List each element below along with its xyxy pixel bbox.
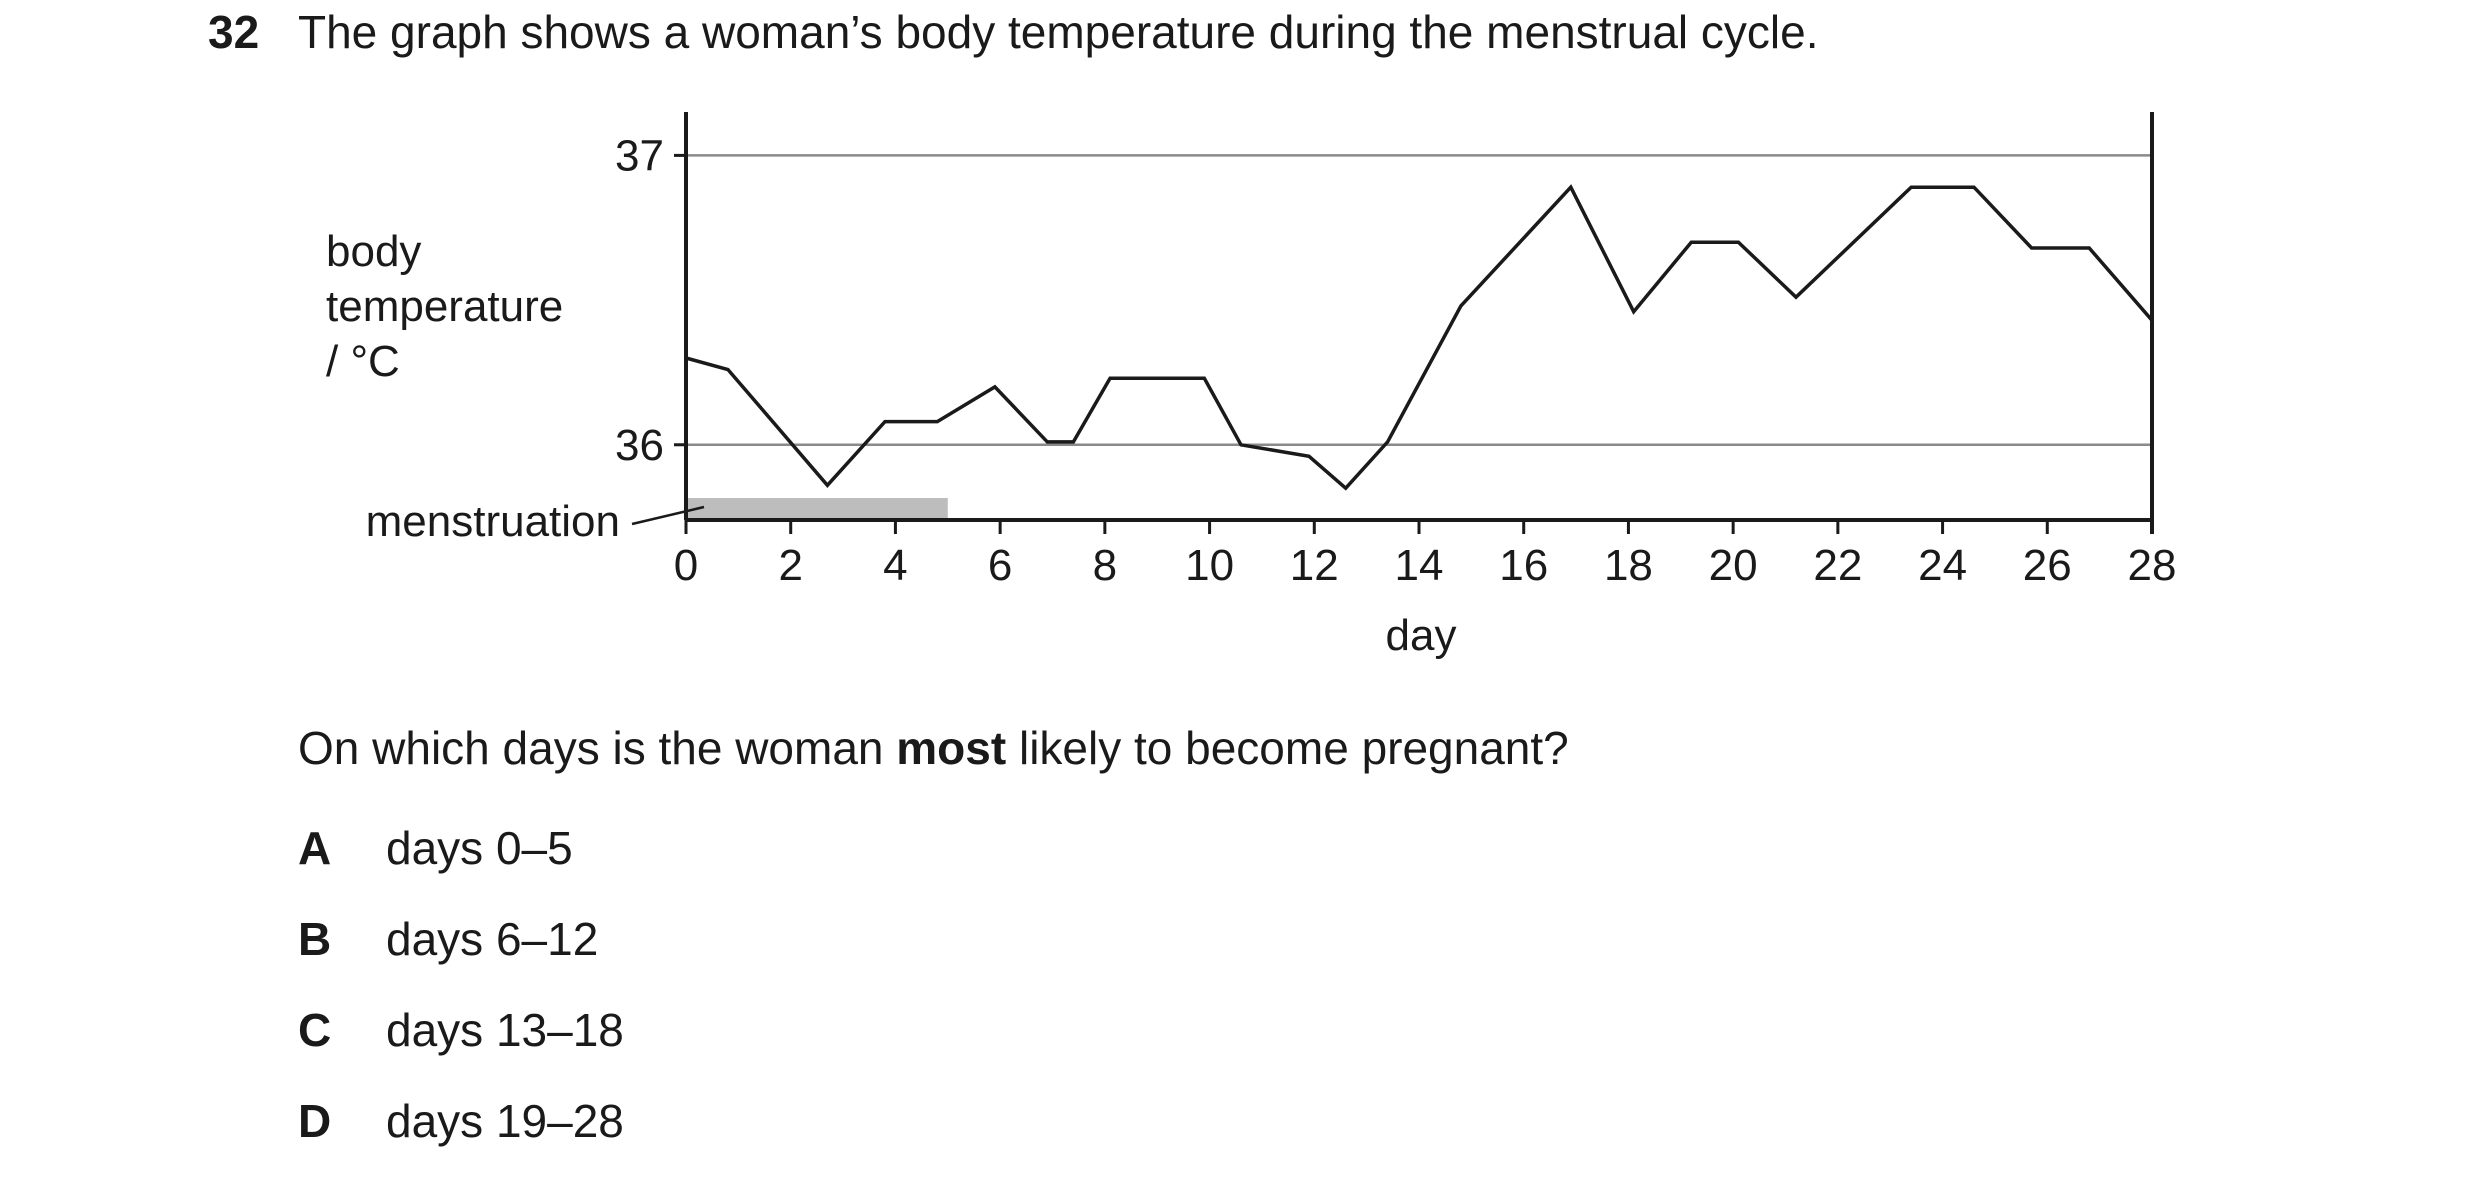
x-tick-label-14: 14: [1395, 541, 1444, 590]
y-tick-label-37: 37: [615, 131, 664, 180]
x-tick-label-0: 0: [674, 541, 698, 590]
prompt-start: On which days is the woman: [298, 722, 897, 774]
x-tick-label-4: 4: [883, 541, 907, 590]
menstruation-label: menstruation: [366, 497, 620, 546]
x-tick-label-16: 16: [1499, 541, 1548, 590]
temperature-line-0: [685, 184, 2154, 491]
option-text: days 6–12: [386, 913, 599, 965]
y-axis-label-line-2: / °C: [326, 337, 400, 386]
question-prompt: On which days is the woman most likely t…: [298, 720, 1569, 776]
x-tick-label-12: 12: [1290, 541, 1339, 590]
x-tick-label-28: 28: [2128, 541, 2177, 590]
x-tick-label-6: 6: [988, 541, 1012, 590]
x-tick-label-24: 24: [1918, 541, 1967, 590]
menstruation-band-group: [686, 498, 948, 520]
series-group: [685, 184, 2154, 491]
x-tick-label-22: 22: [1813, 541, 1862, 590]
grid-lines: [686, 154, 2152, 447]
prompt-emphasis: most: [896, 722, 1007, 774]
option-text: days 0–5: [386, 822, 573, 874]
question-number: 32: [208, 6, 260, 58]
x-tick-label-18: 18: [1604, 541, 1653, 590]
question-stem: The graph shows a woman’s body temperatu…: [298, 6, 1819, 58]
option-text: days 19–28: [386, 1095, 624, 1147]
menstruation-leader-line: [631, 505, 705, 526]
x-axis-label: day: [1386, 611, 1457, 660]
x-tick-label-8: 8: [1093, 541, 1117, 590]
option-text: days 13–18: [386, 1004, 624, 1056]
axes: [674, 112, 2154, 534]
axis-labels: day body temperature / °C menstruation: [326, 227, 1456, 660]
option-letter: D: [298, 1095, 332, 1147]
menstruation-band: [686, 498, 948, 520]
x-tick-label-2: 2: [778, 541, 802, 590]
x-tick-label-26: 26: [2023, 541, 2072, 590]
y-tick-label-36: 36: [615, 421, 664, 470]
option-letter: C: [298, 1004, 332, 1056]
x-tick-label-10: 10: [1185, 541, 1234, 590]
option-letter: B: [298, 913, 332, 965]
y-axis-label-line-0: body: [326, 227, 421, 276]
prompt-end: likely to become pregnant?: [1006, 722, 1569, 774]
y-axis-label-line-1: temperature: [326, 282, 563, 331]
option-letter: A: [298, 822, 332, 874]
x-tick-label-20: 20: [1709, 541, 1758, 590]
